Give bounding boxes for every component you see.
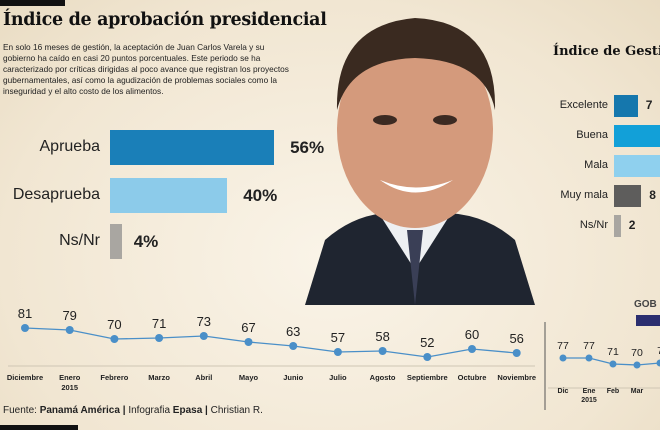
month-label: Agosto — [370, 373, 396, 382]
data-label: 70 — [631, 347, 643, 359]
month-label: Julio — [329, 373, 347, 382]
gestion-label: Ns/Nr — [579, 219, 608, 231]
source-outlet: Panamá América — [39, 405, 120, 416]
data-label: 7 — [657, 345, 660, 357]
decorative-bar — [0, 0, 65, 6]
separator: | — [122, 405, 126, 416]
data-label: 81 — [18, 306, 32, 321]
gestion-bar — [614, 185, 642, 207]
month-label: Ene — [583, 388, 596, 395]
data-point — [559, 354, 567, 362]
data-label: 77 — [557, 340, 569, 352]
gestion-value: 8 — [649, 188, 656, 202]
month-label: 2015 — [581, 397, 597, 404]
approval-line — [24, 327, 517, 358]
source-author: Christian R. — [210, 405, 263, 416]
decorative-bar — [0, 425, 78, 430]
bar-label-aprueba: Aprueba — [39, 138, 101, 155]
data-point — [333, 348, 342, 356]
data-label: 52 — [420, 335, 434, 350]
month-label: Junio — [283, 373, 303, 382]
source-prefix: Fuente: — [3, 405, 37, 416]
data-point — [244, 338, 253, 346]
month-label: Marzo — [148, 373, 170, 382]
data-point — [468, 345, 476, 353]
value-desaprueba: 40% — [243, 186, 278, 205]
data-label: 71 — [607, 346, 619, 358]
data-label: 71 — [152, 316, 166, 331]
data-point — [155, 334, 164, 342]
value-aprueba: 56% — [290, 138, 325, 157]
gestion-bar — [614, 215, 621, 237]
bar-desaprueba — [110, 178, 228, 213]
gestion-label: Mala — [584, 159, 608, 171]
source-agency: Epasa — [172, 405, 203, 416]
page-title: Índice de aprobación presidencial — [3, 10, 327, 30]
gestion-label: Excelente — [559, 99, 608, 111]
data-point — [512, 349, 521, 357]
month-label: Dic — [558, 388, 569, 395]
gob-legend-swatch — [636, 315, 660, 326]
gestion-bar — [614, 95, 638, 117]
source-credit: Fuente: Panamá América | Infografia Epas… — [3, 405, 263, 416]
month-label: Abril — [195, 373, 212, 382]
data-label: 67 — [241, 320, 255, 335]
data-label: 77 — [583, 340, 595, 352]
bar-label-desaprueba: Desaprueba — [12, 186, 100, 203]
gestion-label: Muy mala — [560, 189, 608, 201]
gestion-value: 7 — [645, 98, 653, 112]
data-label: 73 — [197, 314, 211, 329]
month-label: Mar — [631, 388, 644, 395]
president-photo — [305, 18, 535, 305]
data-label: 58 — [375, 329, 389, 344]
month-label: 2015 — [61, 383, 78, 392]
data-label: 60 — [465, 327, 479, 342]
month-label: Diciembre — [7, 373, 43, 382]
gestion-label: Buena — [576, 129, 608, 141]
gestion-bar — [614, 125, 660, 147]
data-label: 63 — [286, 324, 300, 339]
bar-nsnr — [110, 224, 122, 259]
data-point — [633, 361, 641, 369]
data-point — [65, 326, 74, 334]
month-label: Febrero — [100, 373, 128, 382]
value-nsnr: 4% — [133, 232, 159, 251]
month-label: Mayo — [239, 373, 259, 382]
infografia-label: Infografia — [128, 405, 171, 416]
gestion-title: Índice de Gestió — [553, 44, 660, 59]
intro-text: En solo 16 meses de gestión, la aceptaci… — [3, 42, 289, 96]
bar-aprueba — [110, 130, 275, 165]
data-point — [378, 347, 387, 355]
gestion-value: 2 — [628, 218, 636, 232]
gestion-bar — [614, 155, 660, 177]
month-label: Feb — [607, 388, 619, 395]
data-point — [609, 360, 617, 368]
month-label: Octubre — [458, 373, 487, 382]
bar-label-nsnr: Ns/Nr — [59, 232, 100, 249]
data-label: 57 — [331, 330, 345, 345]
month-label: Noviembre — [497, 373, 536, 382]
month-label: Enero — [59, 373, 81, 382]
gob-legend-label: GOB — [634, 299, 657, 310]
data-point — [289, 342, 298, 350]
data-point — [110, 335, 119, 343]
data-label: 70 — [107, 317, 121, 332]
data-point — [585, 354, 593, 362]
separator: | — [205, 405, 208, 416]
month-label: Septiembre — [407, 373, 448, 382]
data-point — [199, 332, 208, 340]
data-label: 79 — [62, 308, 76, 323]
data-point — [21, 324, 29, 332]
data-point — [656, 359, 660, 367]
data-point — [423, 353, 432, 361]
data-label: 56 — [509, 331, 523, 346]
